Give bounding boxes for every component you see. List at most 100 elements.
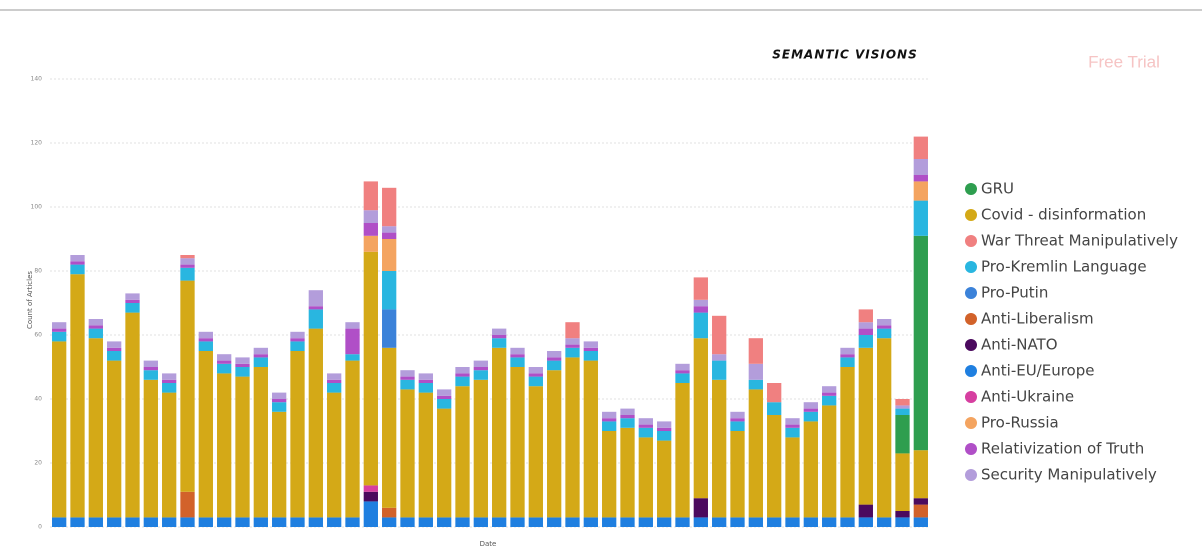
y-tick-label: 100	[31, 204, 43, 211]
bar-segment	[583, 351, 598, 361]
legend-label: Covid - disinformation	[981, 206, 1146, 224]
bar-segment	[88, 319, 103, 326]
bar-segment	[602, 421, 617, 431]
bar-segment	[473, 360, 488, 367]
bar-segment	[88, 325, 103, 329]
bar-segment	[162, 392, 177, 518]
bar-segment	[583, 360, 598, 518]
bar-segment	[657, 431, 672, 441]
bar-segment	[858, 328, 873, 335]
legend-label: Anti-Liberalism	[981, 310, 1094, 328]
bar-segment	[712, 354, 727, 361]
legend-swatch	[965, 313, 977, 325]
bar-segment	[308, 290, 323, 307]
bar-segment	[473, 367, 488, 371]
bar-segment	[253, 517, 268, 527]
bar-segment	[272, 517, 287, 527]
bar-segment	[913, 136, 928, 159]
bar-segment	[327, 517, 342, 527]
bar-segment	[492, 517, 507, 527]
bar-segment	[822, 405, 837, 518]
bar-segment	[70, 264, 85, 275]
bar-segment	[400, 376, 415, 380]
bar-segment	[785, 418, 800, 425]
bar-segment	[602, 517, 617, 527]
y-tick-label: 0	[38, 524, 42, 531]
bar-segment	[235, 517, 250, 527]
bar-segment	[638, 427, 653, 438]
bar-segment	[272, 402, 287, 412]
bar-segment	[308, 309, 323, 329]
bar-segment	[198, 338, 213, 342]
legend-swatch	[965, 235, 977, 247]
bar-segment	[107, 351, 122, 361]
bar-segment	[88, 517, 103, 527]
bar-segment	[565, 357, 580, 518]
bar-segment	[308, 517, 323, 527]
bar-segment	[767, 383, 782, 403]
bar-segment	[767, 517, 782, 527]
bar-segment	[70, 255, 85, 262]
bar-segment	[198, 331, 213, 339]
legend-label: Pro-Putin	[981, 284, 1048, 302]
bar-segment	[52, 341, 67, 518]
bar-segment	[235, 363, 250, 367]
bar-segment	[382, 239, 397, 271]
legend-swatch	[965, 417, 977, 429]
bar-segment	[693, 517, 708, 527]
bar-segment	[840, 354, 855, 358]
bar-segment	[217, 354, 232, 361]
legend-label: Security Manipulatively	[981, 466, 1157, 484]
bar-segment	[290, 517, 305, 527]
bar-segment	[877, 338, 892, 518]
bar-segment	[822, 392, 837, 396]
bar-segment	[382, 517, 397, 527]
bar-segment	[473, 379, 488, 518]
bar-segment	[162, 383, 177, 393]
bar-segment	[602, 411, 617, 419]
bar-segment	[345, 322, 360, 329]
bar-segment	[418, 517, 433, 527]
y-tick-label: 80	[34, 268, 42, 275]
bar-segment	[400, 379, 415, 390]
bar-segment	[327, 383, 342, 393]
bar-segment	[638, 437, 653, 518]
bar-segment	[895, 517, 910, 527]
bar-segment	[437, 395, 452, 399]
legend-label: Pro-Kremlin Language	[981, 258, 1147, 276]
chart-title: SEMANTIC VISIONS	[772, 48, 918, 62]
bar-segment	[235, 357, 250, 364]
bar-segment	[712, 360, 727, 380]
bar-segment	[180, 280, 195, 492]
bar-segment	[913, 450, 928, 499]
bar-segment	[620, 427, 635, 518]
bar-segment	[528, 373, 543, 377]
bar-segment	[510, 347, 525, 355]
bar-segment	[437, 517, 452, 527]
bar-segment	[785, 427, 800, 438]
bar-segment	[822, 395, 837, 406]
bar-segment	[290, 341, 305, 351]
bar-segment	[602, 418, 617, 422]
bar-segment	[858, 309, 873, 323]
bar-segment	[143, 360, 158, 367]
bar-segment	[180, 264, 195, 268]
bar-segment	[473, 517, 488, 527]
bar-segment	[382, 271, 397, 310]
bar-segment	[52, 322, 67, 329]
bar-segment	[492, 338, 507, 348]
bar-segment	[253, 354, 268, 358]
bar-segment	[418, 373, 433, 380]
bar-segment	[822, 517, 837, 527]
bar-segment	[327, 373, 342, 380]
x-axis-label: Date	[480, 540, 497, 548]
bar-segment	[565, 517, 580, 527]
legend-swatch	[965, 443, 977, 455]
bar-segment	[363, 223, 378, 236]
bar-segment	[70, 517, 85, 527]
bar-segment	[767, 415, 782, 518]
bar-segment	[895, 511, 910, 518]
bar-segment	[657, 517, 672, 527]
bar-segment	[455, 367, 470, 374]
